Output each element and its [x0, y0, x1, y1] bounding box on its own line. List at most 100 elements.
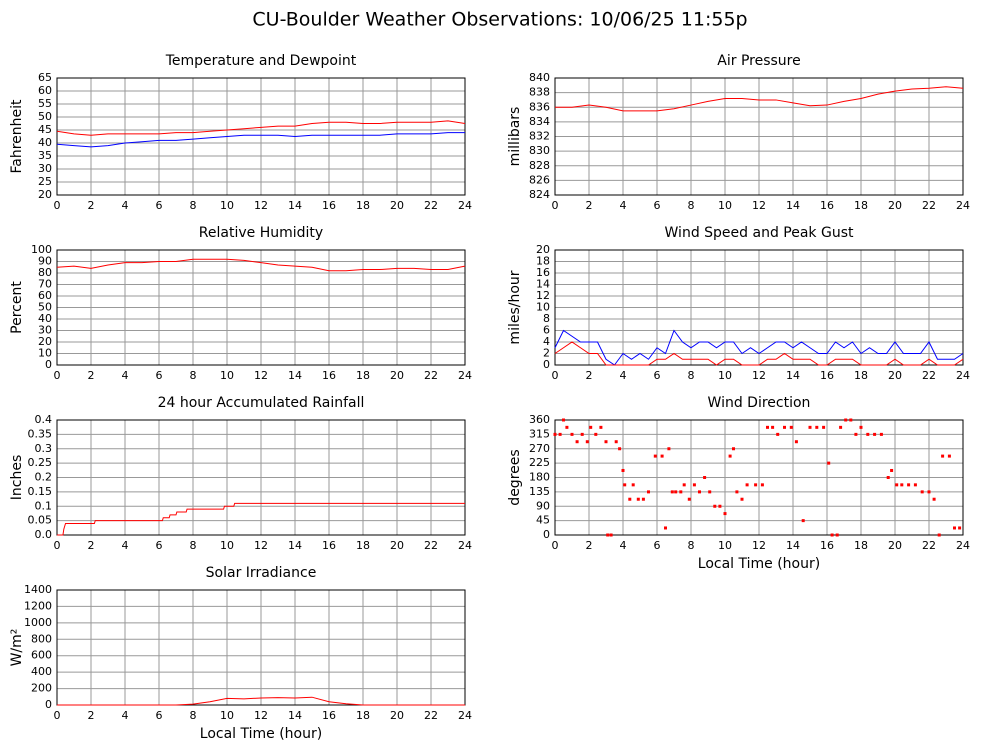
- scatter-point: [958, 526, 962, 530]
- x-tick-label: 20: [390, 369, 404, 382]
- y-tick-label: 100: [31, 243, 52, 256]
- y-tick-label: 315: [529, 427, 550, 440]
- scatter-point: [771, 425, 775, 429]
- chart-title: Temperature and Dewpoint: [165, 53, 357, 69]
- x-tick-label: 12: [752, 199, 766, 212]
- x-tick-label: 2: [88, 369, 95, 382]
- y-tick-label: 600: [31, 649, 52, 662]
- scatter-point: [815, 425, 819, 429]
- x-tick-label: 0: [54, 199, 61, 212]
- x-tick-label: 24: [956, 199, 970, 212]
- y-tick-label: 832: [529, 130, 550, 143]
- y-tick-label: 65: [38, 71, 52, 84]
- scatter-point: [698, 490, 701, 494]
- scatter-point: [647, 490, 650, 494]
- scatter-point: [754, 483, 758, 487]
- y-tick-label: 824: [529, 188, 550, 201]
- scatter-point: [822, 425, 826, 429]
- series-line: [56, 120, 466, 136]
- x-tick-label: 22: [922, 539, 936, 552]
- scatter-point: [604, 440, 608, 444]
- x-tick-label: 4: [122, 369, 129, 382]
- x-tick-label: 4: [122, 199, 129, 212]
- y-tick-label: 180: [529, 471, 550, 484]
- x-tick-label: 16: [322, 539, 336, 552]
- chart-title: Wind Direction: [708, 395, 811, 411]
- y-tick-label: 360: [529, 413, 550, 426]
- scatter-point: [839, 425, 843, 429]
- x-tick-label: 6: [654, 539, 661, 552]
- x-tick-label: 8: [190, 709, 197, 722]
- x-tick-label: 4: [620, 369, 627, 382]
- x-tick-label: 0: [54, 369, 61, 382]
- x-tick-label: 12: [254, 199, 268, 212]
- scatter-point: [766, 425, 769, 429]
- y-tick-label: 225: [529, 456, 550, 469]
- x-tick-label: 0: [552, 539, 559, 552]
- scatter-point: [854, 432, 858, 436]
- x-tick-label: 20: [390, 709, 404, 722]
- chart-title: Solar Irradiance: [206, 565, 317, 581]
- x-tick-label: 24: [458, 539, 472, 552]
- x-tick-label: 12: [254, 369, 268, 382]
- scatter-point: [732, 447, 735, 451]
- y-tick-label: 40: [38, 136, 52, 149]
- scatter-point: [667, 447, 671, 451]
- y-tick-label: 90: [38, 255, 52, 268]
- y-tick-label: 0.25: [28, 456, 53, 469]
- page-title: CU-Boulder Weather Observations: 10/06/2…: [252, 9, 747, 31]
- scatter-point: [558, 432, 562, 436]
- scatter-point: [927, 490, 931, 494]
- scatter-point: [664, 526, 667, 530]
- y-axis-label: Fahrenheit: [9, 99, 25, 174]
- plot-frame: [56, 77, 466, 196]
- x-axis-label: Local Time (hour): [200, 726, 322, 742]
- x-tick-label: 24: [458, 709, 472, 722]
- y-tick-label: 30: [38, 324, 52, 337]
- y-axis-label: degrees: [507, 449, 523, 505]
- y-tick-label: 836: [529, 100, 550, 113]
- y-tick-label: 1400: [24, 583, 52, 596]
- x-tick-label: 10: [718, 369, 732, 382]
- x-tick-label: 6: [654, 199, 661, 212]
- x-tick-label: 8: [190, 369, 197, 382]
- scatter-point: [589, 425, 593, 429]
- y-tick-label: 828: [529, 159, 550, 172]
- scatter-point: [723, 512, 727, 516]
- y-axis-label: Inches: [9, 455, 25, 500]
- y-axis-label: miles/hour: [507, 270, 523, 344]
- x-tick-label: 6: [156, 709, 163, 722]
- chart-title: Air Pressure: [717, 53, 800, 69]
- scatter-point: [599, 425, 603, 429]
- plot-frame: [554, 77, 964, 196]
- y-tick-label: 30: [38, 162, 52, 175]
- scatter-point: [618, 447, 622, 451]
- scatter-point: [801, 519, 805, 523]
- x-tick-label: 10: [220, 199, 234, 212]
- scatter-point: [913, 483, 917, 487]
- x-tick-label: 16: [322, 199, 336, 212]
- x-tick-label: 18: [854, 199, 868, 212]
- x-tick-label: 12: [254, 709, 268, 722]
- y-tick-label: 840: [529, 71, 550, 84]
- y-tick-label: 16: [536, 266, 550, 279]
- x-tick-label: 2: [88, 199, 95, 212]
- y-tick-label: 90: [536, 499, 550, 512]
- y-tick-label: 834: [529, 115, 550, 128]
- x-tick-label: 2: [586, 539, 593, 552]
- x-tick-label: 10: [220, 709, 234, 722]
- scatter-point: [641, 497, 645, 501]
- x-tick-label: 16: [322, 709, 336, 722]
- x-tick-label: 18: [356, 199, 370, 212]
- x-tick-label: 22: [922, 369, 936, 382]
- x-tick-label: 20: [888, 199, 902, 212]
- y-tick-label: 135: [529, 485, 550, 498]
- x-tick-label: 14: [786, 539, 800, 552]
- y-tick-label: 50: [38, 301, 52, 314]
- scatter-point: [713, 504, 717, 508]
- plot-frame: [56, 249, 466, 366]
- x-tick-label: 24: [956, 369, 970, 382]
- x-tick-label: 16: [322, 369, 336, 382]
- scatter-point: [562, 418, 565, 422]
